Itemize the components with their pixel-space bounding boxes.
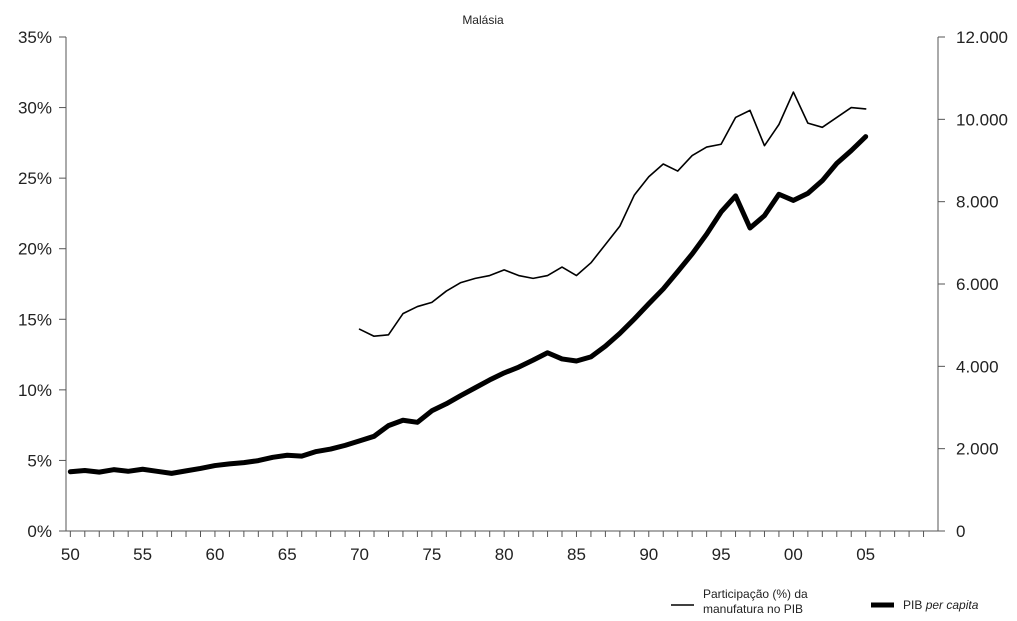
x-tick-label: 60 [205, 545, 224, 564]
right-tick-label: 6.000 [956, 275, 999, 294]
left-tick-label: 30% [18, 99, 52, 118]
left-tick-label: 10% [18, 381, 52, 400]
x-tick-label: 95 [712, 545, 731, 564]
right-tick-label: 2.000 [956, 440, 999, 459]
x-tick-label: 50 [61, 545, 80, 564]
x-tick-label: 00 [784, 545, 803, 564]
x-tick-label: 55 [133, 545, 152, 564]
left-tick-label: 25% [18, 169, 52, 188]
left-tick-label: 20% [18, 240, 52, 259]
legend-label-manufacturing-line1: Participação (%) da [703, 587, 808, 601]
x-tick-label: 90 [639, 545, 658, 564]
left-tick-label: 0% [27, 522, 52, 541]
series-layer [67, 91, 869, 476]
legend-label-gdp-prefix: PIB [903, 598, 926, 612]
left-tick-label: 35% [18, 28, 52, 47]
right-tick-label: 12.000 [956, 28, 1008, 47]
left-tick-label: 15% [18, 310, 52, 329]
series-line-manufacturing-share [358, 91, 867, 338]
axes [65, 37, 939, 532]
series-line-gdp-per-capita [67, 134, 869, 476]
right-tick-label: 4.000 [956, 357, 999, 376]
right-y-ticks: 0 2.000 4.000 6.000 8.000 10.000 12.000 [938, 28, 1008, 541]
legend-label-gdp: PIB per capita [903, 598, 979, 612]
right-tick-label: 8.000 [956, 193, 999, 212]
x-tick-label: 05 [856, 545, 875, 564]
right-tick-label: 0 [956, 522, 965, 541]
legend: Participação (%) da manufatura no PIB PI… [671, 587, 979, 616]
x-tick-label: 65 [278, 545, 297, 564]
legend-label-manufacturing-line2: manufatura no PIB [703, 602, 803, 616]
x-tick-label: 70 [350, 545, 369, 564]
x-tick-label: 80 [495, 545, 514, 564]
chart-title: Malásia [462, 13, 504, 27]
right-tick-label: 10.000 [956, 110, 1008, 129]
x-ticks: 50 55 60 65 70 75 80 85 90 95 00 05 [61, 531, 925, 564]
legend-label-gdp-italic: per capita [925, 598, 979, 612]
left-tick-label: 5% [27, 451, 52, 470]
left-y-ticks: 0% 5% 10% 15% 20% 25% 30% 35% [18, 28, 66, 541]
x-tick-label: 85 [567, 545, 586, 564]
x-tick-label: 75 [422, 545, 441, 564]
